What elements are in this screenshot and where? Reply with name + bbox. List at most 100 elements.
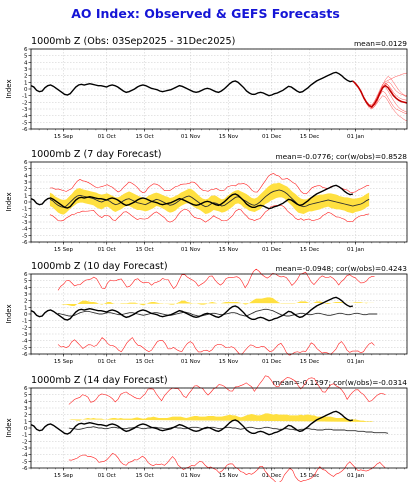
y-tick-label: 5 (24, 393, 28, 399)
y-tick-label: 1 (24, 193, 28, 199)
x-tick-label: 01 Nov (181, 359, 201, 365)
y-tick-label: 1 (24, 305, 28, 311)
panel-title: 1000mb Z (7 day Forecast) (31, 149, 162, 160)
observed-line (30, 410, 354, 436)
y-tick-label: -4 (22, 227, 28, 233)
y-tick-label: -5 (22, 345, 28, 351)
y-tick-label: 0 (24, 312, 28, 318)
x-tick-label: 01 Nov (181, 473, 201, 479)
y-tick-label: 2 (24, 74, 28, 80)
x-tick-label: 01 Dec (262, 473, 281, 479)
x-tick-label: 15 Sep (54, 473, 74, 479)
y-tick-label: -4 (22, 114, 28, 120)
x-tick-label: 01 Oct (98, 473, 117, 479)
y-tick-label: 5 (24, 279, 28, 285)
x-tick-label: 15 Oct (135, 247, 154, 253)
y-tick-label: 0 (24, 200, 28, 206)
x-tick-label: 01 Jan (347, 473, 365, 479)
y-tick-label: 3 (24, 180, 28, 186)
y-tick-label: -5 (22, 120, 28, 126)
x-tick-label: 01 Jan (347, 247, 365, 253)
panel-stat: mean=-0.1297; cor(w/obs)=-0.0314 (272, 378, 407, 387)
ensemble-member-line (352, 80, 408, 114)
y-tick-label: 4 (24, 399, 28, 405)
plot-frame (30, 273, 408, 355)
x-tick-label: 15 Dec (300, 247, 319, 253)
y-tick-label: 2 (24, 299, 28, 305)
lower-extreme-line (57, 337, 375, 356)
panel-title: 1000mb Z (14 day Forecast) (31, 375, 168, 386)
x-tick-label: 15 Nov (219, 473, 239, 479)
y-tick-label: 4 (24, 173, 28, 179)
y-tick-label: -3 (22, 332, 28, 338)
y-tick-label: 3 (24, 67, 28, 73)
y-tick-label: 6 (24, 160, 28, 166)
y-tick-label: 6 (24, 386, 28, 392)
x-tick-label: 15 Sep (54, 134, 74, 140)
y-tick-label: -1 (22, 319, 27, 325)
y-tick-label: -5 (22, 459, 28, 465)
y-tick-label: 3 (24, 406, 28, 412)
y-tick-label: -1 (22, 94, 27, 100)
y-tick-label: 1 (24, 80, 28, 86)
panel-stat: mean=-0.0776; cor(w/obs)=0.8528 (275, 152, 407, 161)
x-tick-label: 01 Nov (181, 247, 201, 253)
y-tick-label: 2 (24, 187, 28, 193)
x-tick-label: 01 Oct (98, 134, 117, 140)
plot-frame (30, 161, 408, 243)
forecast-mean-line (49, 189, 370, 208)
x-tick-label: 15 Dec (300, 134, 319, 140)
y-tick-label: -2 (22, 100, 27, 106)
y-tick-label: -6 (22, 466, 28, 472)
y-tick-label: -6 (22, 352, 28, 358)
y-axis-label: Index (5, 79, 13, 98)
x-tick-label: 01 Oct (98, 359, 117, 365)
panel-stat: mean=-0.0948; cor(w/obs)=0.4243 (275, 264, 407, 273)
main-title: AO Index: Observed & GEFS Forecasts (71, 6, 340, 21)
y-axis-label: Index (5, 418, 13, 437)
y-tick-label: 6 (24, 272, 28, 278)
x-tick-label: 15 Oct (135, 473, 154, 479)
y-tick-label: 5 (24, 167, 28, 173)
x-tick-label: 15 Sep (54, 247, 74, 253)
y-tick-label: 0 (24, 426, 28, 432)
y-tick-label: -3 (22, 107, 28, 113)
y-tick-label: -3 (22, 446, 28, 452)
y-tick-label: -4 (22, 339, 28, 345)
y-tick-label: -2 (22, 325, 27, 331)
panel-title: 1000mb Z (10 day Forecast) (31, 261, 168, 272)
x-tick-label: 01 Jan (347, 134, 365, 140)
y-tick-label: -4 (22, 453, 28, 459)
x-tick-label: 15 Nov (219, 359, 239, 365)
y-tick-label: 2 (24, 413, 28, 419)
x-tick-label: 15 Dec (300, 359, 319, 365)
y-tick-label: 4 (24, 285, 28, 291)
y-tick-label: 4 (24, 60, 28, 66)
x-tick-label: 15 Dec (300, 473, 319, 479)
upper-extreme-line (68, 375, 386, 405)
x-tick-label: 15 Oct (135, 359, 154, 365)
x-tick-label: 15 Sep (54, 359, 74, 365)
lower-extreme-line (68, 453, 386, 482)
y-axis-label: Index (5, 304, 13, 323)
y-tick-label: 3 (24, 292, 28, 298)
x-tick-label: 15 Nov (219, 247, 239, 253)
ensemble-mean-line (352, 80, 408, 108)
y-tick-label: -1 (22, 207, 27, 213)
panel-stat: mean=0.0129 (353, 39, 407, 48)
x-tick-label: 01 Nov (181, 134, 201, 140)
y-tick-label: 1 (24, 419, 28, 425)
ensemble-member-line (352, 80, 408, 113)
observed-line (30, 184, 354, 210)
lower-extreme-line (49, 204, 370, 223)
x-tick-label: 01 Jan (347, 359, 365, 365)
y-tick-label: -6 (22, 240, 28, 246)
plot-frame (30, 387, 408, 469)
y-axis-label: Index (5, 192, 13, 211)
forecast-mean-line (57, 308, 378, 317)
x-tick-label: 01 Dec (262, 247, 281, 253)
x-tick-label: 01 Dec (262, 359, 281, 365)
